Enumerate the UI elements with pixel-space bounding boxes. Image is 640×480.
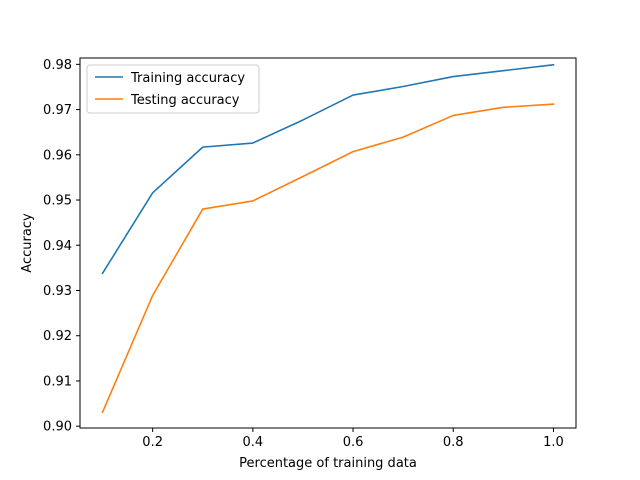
series-line-testing (101, 103, 555, 414)
y-tick-label: 0.93 (43, 284, 72, 299)
x-tick-label: 0.2 (142, 435, 163, 450)
x-tick-label: 0.4 (243, 435, 264, 450)
y-tick-label: 0.91 (43, 374, 72, 389)
legend: Training accuracy Testing accuracy (86, 64, 260, 114)
y-axis-label: Accuracy (20, 213, 35, 273)
x-axis: 0.2 0.4 0.6 0.8 1.0 (142, 428, 564, 450)
x-axis-label: Percentage of training data (239, 456, 417, 471)
plot-lines (101, 63, 555, 414)
legend-entry-label: Training accuracy (130, 71, 245, 86)
axes-frame (79, 57, 577, 429)
y-tick-label: 0.94 (43, 239, 72, 254)
y-tick-label: 0.95 (43, 194, 72, 209)
y-axis: 0.90 0.91 0.92 0.93 0.94 0.95 0.96 0.97 0.98 (43, 58, 80, 435)
y-tick-label: 0.92 (43, 329, 72, 344)
legend-box (86, 64, 260, 114)
y-tick-label: 0.90 (43, 420, 72, 435)
y-tick-label: 0.97 (43, 103, 72, 118)
x-tick-label: 0.6 (343, 435, 364, 450)
x-tick-label: 0.8 (443, 435, 464, 450)
x-tick-label: 1.0 (543, 435, 564, 450)
series-line-training (101, 63, 555, 275)
legend-entry-label: Testing accuracy (130, 93, 240, 108)
y-tick-label: 0.96 (43, 148, 72, 163)
y-tick-label: 0.98 (43, 58, 72, 73)
